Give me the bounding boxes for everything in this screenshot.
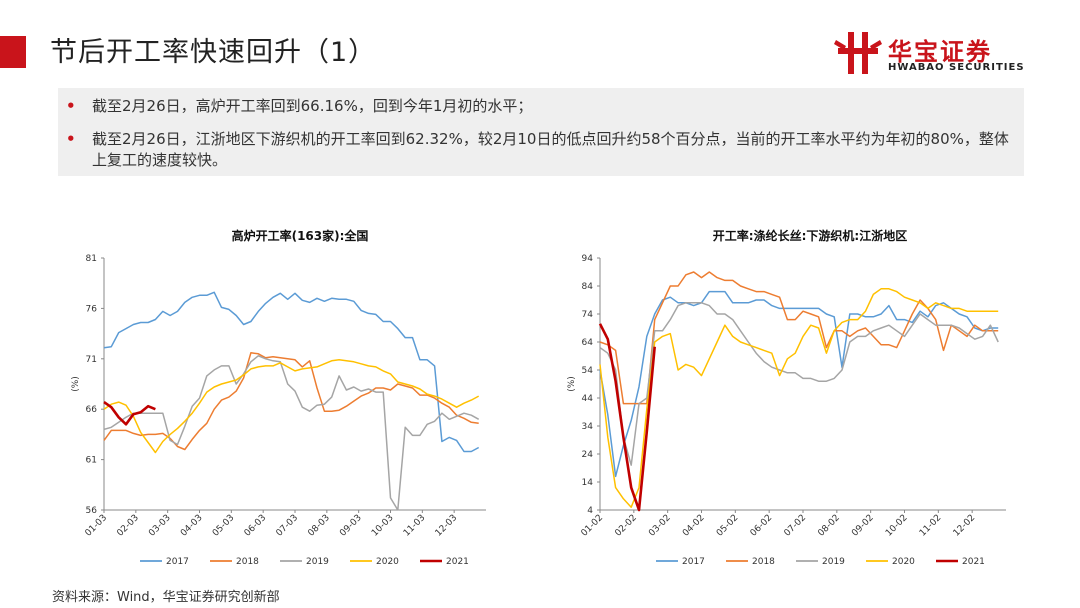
x-tick-label: 11-03 <box>402 513 428 539</box>
x-tick-label: 05-03 <box>211 513 237 539</box>
y-tick-label: 64 <box>582 338 594 348</box>
y-axis-label: (%) <box>71 376 81 392</box>
hwabao-logo-icon <box>834 32 882 74</box>
series-line-2020 <box>103 359 480 454</box>
x-tick-label: 03-02 <box>647 513 673 539</box>
source-note: 资料来源：Wind，华宝证券研究创新部 <box>52 590 280 605</box>
x-tick-label: 01-03 <box>84 513 110 539</box>
chart-looms: 4 14 24 34 44 54 64 74 84 94 (%) 01-02 02-02 03-02 04-… <box>567 254 1006 567</box>
x-tick-label: 12-03 <box>434 513 460 539</box>
y-tick-label: 56 <box>86 506 98 516</box>
series-line-2017 <box>103 291 480 453</box>
x-tick-label: 11-02 <box>918 513 944 539</box>
series-line-2021 <box>598 323 656 512</box>
legend-label: 2020 <box>376 557 399 567</box>
brand-name-en: HWABAO SECURITIES <box>888 62 1025 73</box>
series-line-2021 <box>103 401 156 426</box>
series-line-2018 <box>599 271 999 405</box>
legend-label: 2019 <box>306 557 329 567</box>
series-line-2017 <box>599 290 999 478</box>
legend-label: 2017 <box>682 557 705 567</box>
x-tick-label: 10-03 <box>370 513 396 539</box>
y-tick-label: 4 <box>587 506 593 516</box>
x-tick-label: 07-02 <box>783 513 809 539</box>
x-tick-label: 12-02 <box>952 513 978 539</box>
legend-label: 2017 <box>166 557 189 567</box>
x-tick-label: 02-02 <box>613 513 639 539</box>
x-tick-label: 04-02 <box>681 513 707 539</box>
legend-label: 2021 <box>446 557 469 567</box>
series-line-2019 <box>103 355 480 511</box>
legend-label: 2019 <box>822 557 845 567</box>
y-tick-label: 44 <box>582 394 594 404</box>
x-tick-label: 06-02 <box>749 513 775 539</box>
bullet-dot-icon: • <box>66 130 76 148</box>
brand-logo: 华宝证券 HWABAO SECURITIES <box>834 30 1034 80</box>
y-axis-label: (%) <box>567 376 577 392</box>
summary-box: • 截至2月26日，高炉开工率回到66.16%，回到今年1月初的水平； • 截至… <box>58 88 1024 176</box>
bullet-dot-icon: • <box>66 97 76 115</box>
y-tick-label: 66 <box>86 405 98 415</box>
x-tick-label: 04-03 <box>179 513 205 539</box>
y-tick-label: 94 <box>582 254 594 264</box>
x-tick-label: 08-03 <box>306 513 332 539</box>
x-tick-label: 10-02 <box>884 513 910 539</box>
y-tick-label: 61 <box>86 456 97 466</box>
y-tick-label: 84 <box>582 282 594 292</box>
series-line-2018 <box>103 352 479 451</box>
summary-text: 截至2月26日，高炉开工率回到66.16%，回到今年1月初的水平； <box>92 97 533 115</box>
y-tick-label: 71 <box>86 355 97 365</box>
series-line-2020 <box>599 288 999 508</box>
brand-name-cn: 华宝证券 <box>888 38 992 66</box>
title-accent-bar <box>0 36 26 68</box>
x-tick-label: 01-02 <box>580 513 606 539</box>
y-tick-label: 81 <box>86 254 97 264</box>
legend-label: 2018 <box>236 557 259 567</box>
chart-title-looms: 开工率:涤纶长丝:下游织机:江浙地区 <box>712 229 908 243</box>
chart-title-blast-furnace: 高炉开工率(163家):全国 <box>231 229 369 243</box>
x-tick-label: 07-03 <box>275 513 301 539</box>
x-tick-label: 02-03 <box>115 513 141 539</box>
series-line-2019 <box>599 302 999 466</box>
legend-label: 2020 <box>892 557 915 567</box>
x-tick-label: 08-02 <box>816 513 842 539</box>
summary-text: 截至2月26日，江浙地区下游织机的开工率回到62.32%，较2月10日的低点回升… <box>92 130 1009 169</box>
y-tick-label: 74 <box>582 310 594 320</box>
chart-blast-furnace: 56 61 66 71 76 81 (%) 01-03 02-03 03-03 04-03 05-03… <box>71 254 486 567</box>
x-tick-label: 03-03 <box>147 513 173 539</box>
y-tick-label: 24 <box>582 450 594 460</box>
y-tick-label: 54 <box>582 366 594 376</box>
x-tick-label: 09-03 <box>338 513 364 539</box>
y-tick-label: 14 <box>582 478 594 488</box>
page-title: 节后开工率快速回升（1） <box>50 37 377 68</box>
y-tick-label: 34 <box>582 422 594 432</box>
x-tick-label: 09-02 <box>850 513 876 539</box>
y-tick-label: 76 <box>86 304 98 314</box>
legend-label: 2021 <box>962 557 985 567</box>
x-tick-label: 06-03 <box>243 513 269 539</box>
legend-label: 2018 <box>752 557 775 567</box>
x-tick-label: 05-02 <box>715 513 741 539</box>
